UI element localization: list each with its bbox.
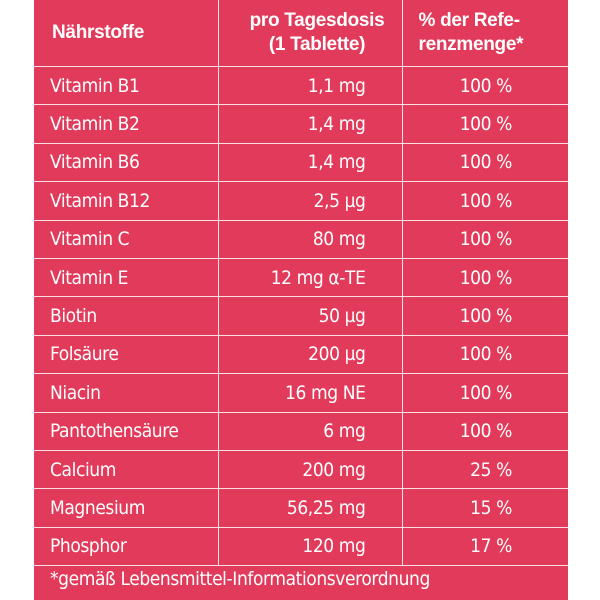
table-header-row: Nährstoffe pro Tagesdosis (1 Tablette) %…	[34, 0, 568, 67]
header-daily-dose: pro Tagesdosis (1 Tablette)	[218, 0, 403, 67]
nutrient-dose: 1,1 mg	[218, 66, 403, 106]
nutrient-name: Phosphor	[34, 527, 219, 567]
nutrient-dose: 6 mg	[218, 412, 403, 451]
nutrient-name: Calcium	[34, 450, 219, 490]
header-ref-line2: renzmenge*	[418, 34, 524, 55]
nutrient-name: Vitamin B6	[34, 143, 219, 183]
nutrient-reference: 100 %	[402, 412, 568, 451]
nutrient-name: Vitamin B12	[34, 181, 219, 221]
footnote: *gemäß Lebensmittel-Informationsverordnu…	[50, 568, 430, 590]
nutrient-reference: 100 %	[402, 181, 568, 221]
nutrient-dose: 200 mg	[218, 450, 403, 490]
nutrient-reference: 100 %	[402, 373, 568, 413]
nutrient-reference: 100 %	[402, 335, 568, 375]
table-row: Vitamin B6 1,4 mg 100 %	[34, 143, 568, 183]
table-row: Vitamin B2 1,4 mg 100 %	[34, 104, 568, 144]
nutrition-table: Nährstoffe pro Tagesdosis (1 Tablette) %…	[34, 0, 568, 567]
table-row: Biotin 50 µg 100 %	[34, 296, 568, 336]
nutrient-dose: 16 mg NE	[218, 373, 403, 413]
nutrient-dose: 56,25 mg	[218, 488, 403, 528]
nutrient-reference: 25 %	[402, 450, 568, 490]
header-nutrient-label: Nährstoffe	[52, 22, 145, 43]
nutrition-panel: Nährstoffe pro Tagesdosis (1 Tablette) %…	[34, 0, 568, 600]
nutrient-reference: 100 %	[402, 258, 568, 298]
nutrient-reference: 100 %	[402, 143, 568, 183]
nutrient-name: Vitamin E	[34, 258, 219, 298]
nutrient-dose: 50 µg	[218, 296, 403, 336]
header-nutrient: Nährstoffe	[34, 0, 219, 67]
nutrient-dose: 2,5 µg	[218, 181, 403, 221]
table-row: Vitamin C 80 mg 100 %	[34, 220, 568, 259]
nutrient-reference: 17 %	[402, 527, 568, 567]
nutrient-reference: 15 %	[402, 488, 568, 528]
table-row: Folsäure 200 µg 100 %	[34, 335, 568, 375]
nutrient-reference: 100 %	[402, 66, 568, 106]
nutrient-reference: 100 %	[402, 220, 568, 259]
nutrient-name: Pantothensäure	[34, 412, 219, 451]
table-row: Phosphor 120 mg 17 %	[34, 527, 568, 567]
nutrient-name: Magnesium	[34, 488, 219, 528]
nutrient-reference: 100 %	[402, 104, 568, 144]
nutrient-name: Vitamin B1	[34, 66, 219, 106]
nutrient-dose: 120 mg	[218, 527, 403, 567]
table-row: Vitamin B1 1,1 mg 100 %	[34, 66, 568, 106]
table-row: Vitamin B12 2,5 µg 100 %	[34, 181, 568, 221]
nutrient-dose: 1,4 mg	[218, 104, 403, 144]
nutrient-name: Folsäure	[34, 335, 219, 375]
table-row: Niacin 16 mg NE 100 %	[34, 373, 568, 413]
nutrient-name: Vitamin C	[34, 220, 219, 259]
nutrient-name: Vitamin B2	[34, 104, 219, 144]
nutrient-dose: 80 mg	[218, 220, 403, 259]
header-dose-line2: (1 Tablette)	[268, 34, 366, 55]
table-row: Calcium 200 mg 25 %	[34, 450, 568, 490]
nutrient-reference: 100 %	[402, 296, 568, 336]
nutrient-dose: 1,4 mg	[218, 143, 403, 183]
nutrient-name: Niacin	[34, 373, 219, 413]
table-row: Pantothensäure 6 mg 100 %	[34, 412, 568, 451]
header-reference-percent: % der Refe- renzmenge*	[402, 0, 568, 67]
nutrient-name: Biotin	[34, 296, 219, 336]
table-row: Magnesium 56,25 mg 15 %	[34, 488, 568, 528]
header-dose-line1: pro Tagesdosis	[249, 10, 385, 31]
nutrient-dose: 12 mg α-TE	[218, 258, 403, 298]
table-row: Vitamin E 12 mg α-TE 100 %	[34, 258, 568, 298]
nutrient-dose: 200 µg	[218, 335, 403, 375]
header-ref-line1: % der Refe-	[418, 10, 521, 31]
